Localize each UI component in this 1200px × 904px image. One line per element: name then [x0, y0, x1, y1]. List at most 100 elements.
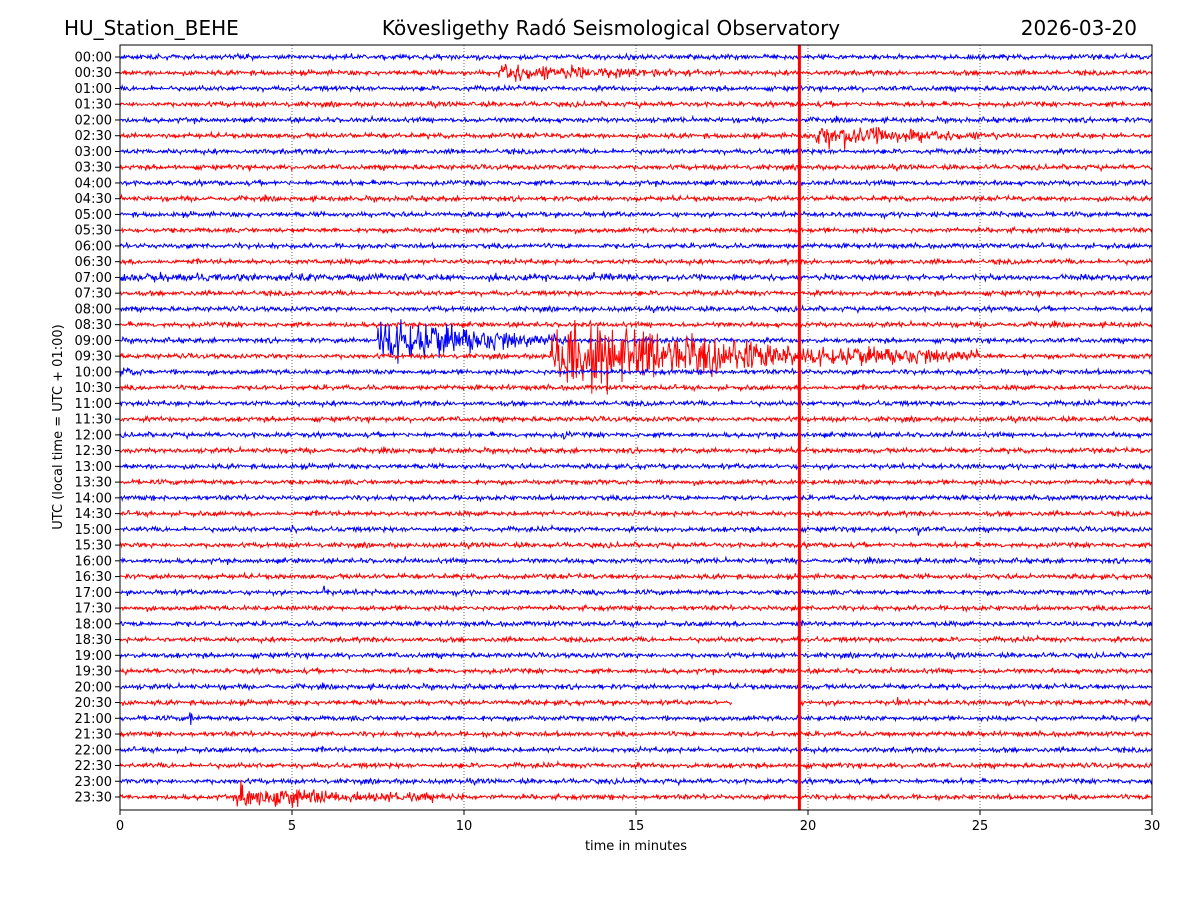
x-axis-label: time in minutes: [585, 839, 687, 854]
x-tick-label: 0: [116, 819, 124, 834]
row-label: 15:30: [75, 539, 112, 554]
trace-row-2200: [119, 745, 1153, 755]
trace-row-0130: [119, 99, 1153, 110]
row-label: 12:30: [75, 444, 112, 459]
date-label: 2026-03-20: [1021, 16, 1137, 40]
trace-row-0400: [119, 177, 1153, 188]
row-label: 10:30: [75, 381, 112, 396]
trace-row-0330: [119, 162, 1153, 173]
row-label: 19:00: [75, 649, 112, 664]
row-label: 15:00: [75, 523, 112, 538]
row-label: 12:00: [75, 428, 112, 443]
trace-row-2330: [119, 779, 1153, 808]
row-label: 06:00: [75, 239, 112, 254]
chart-title: Kövesligethy Radó Seismological Observat…: [382, 16, 840, 40]
row-label: 19:30: [75, 665, 112, 680]
trace-row-1330: [119, 477, 1153, 487]
trace-row-2230: [119, 759, 1153, 771]
row-label: 17:00: [75, 586, 112, 601]
trace-row-1230: [119, 445, 1153, 456]
row-label: 09:00: [75, 334, 112, 349]
row-label: 03:30: [75, 161, 112, 176]
row-label: 21:00: [75, 712, 112, 727]
row-label: 16:00: [75, 554, 112, 569]
row-label: 14:00: [75, 491, 112, 506]
trace-row-1000: [119, 366, 1153, 377]
row-label: 11:00: [75, 397, 112, 412]
trace-row-1300: [119, 461, 1153, 472]
row-label: 11:30: [75, 413, 112, 428]
trace-row-1200: [119, 429, 1153, 440]
trace-row-1630: [119, 571, 1153, 581]
row-label: 00:00: [75, 51, 112, 66]
trace-row-0430: [119, 193, 1153, 204]
row-label: 01:30: [75, 98, 112, 113]
row-label: 18:00: [75, 617, 112, 632]
trace-row-1730: [119, 603, 1153, 613]
trace-row-0730: [119, 288, 1153, 299]
trace-row-0000: [120, 52, 1153, 62]
trace-row-0230: [119, 127, 1153, 150]
x-tick-label: 5: [288, 819, 296, 834]
trace-row-0100: [119, 83, 1153, 94]
row-label: 02:00: [75, 113, 112, 128]
x-tick-label: 30: [1144, 819, 1161, 834]
plot-frame: [119, 44, 1153, 811]
trace-row-0930: [119, 319, 1153, 395]
trace-row-0530: [119, 225, 1153, 235]
row-labels: 00:0000:3001:0001:3002:0002:3003:0003:30…: [75, 51, 120, 806]
trace-row-0600: [119, 241, 1153, 251]
trace-row-1030: [119, 383, 1153, 393]
trace-row-0830: [119, 319, 1153, 330]
y-axis-label: UTC (local time = UTC + 01:00): [51, 324, 66, 529]
row-label: 09:30: [75, 350, 112, 365]
trace-row-2100: [119, 712, 1153, 726]
row-label: 07:00: [75, 271, 112, 286]
trace-row-1430: [120, 508, 1153, 519]
trace-row-2030: [799, 696, 1153, 708]
row-label: 17:30: [75, 602, 112, 617]
row-label: 05:00: [75, 208, 112, 223]
trace-row-1500: [119, 523, 1153, 536]
row-label: 13:30: [75, 476, 112, 491]
row-label: 00:30: [75, 66, 112, 81]
station-label: HU_Station_BEHE: [64, 16, 239, 40]
traces: [119, 52, 1153, 808]
trace-row-0800: [119, 304, 1153, 315]
trace-row-1530: [119, 540, 1153, 551]
trace-row-0630: [119, 256, 1153, 267]
row-label: 18:30: [75, 633, 112, 648]
trace-row-1400: [119, 493, 1153, 503]
row-label: 16:30: [75, 570, 112, 585]
row-label: 01:00: [75, 82, 112, 97]
row-label: 08:00: [75, 302, 112, 317]
row-label: 21:30: [75, 728, 112, 743]
row-label: 02:30: [75, 129, 112, 144]
trace-row-1800: [119, 618, 1153, 629]
row-label: 20:30: [75, 696, 112, 711]
trace-row-0500: [119, 209, 1153, 220]
row-label: 04:30: [75, 192, 112, 207]
row-label: 10:00: [75, 365, 112, 380]
x-tick-label: 15: [628, 819, 645, 834]
row-label: 22:30: [75, 759, 112, 774]
trace-row-1130: [119, 414, 1153, 425]
row-label: 23:30: [75, 791, 112, 806]
row-label: 23:00: [75, 775, 112, 790]
x-tick-label: 25: [972, 819, 989, 834]
row-label: 07:30: [75, 287, 112, 302]
trace-row-1830: [119, 633, 1153, 645]
row-label: 06:30: [75, 255, 112, 270]
trace-row-1930: [119, 665, 1153, 677]
row-label: 03:00: [75, 145, 112, 160]
trace-row-1100: [119, 397, 1153, 409]
row-label: 05:30: [75, 224, 112, 239]
trace-row-0700: [119, 271, 1153, 283]
trace-row-2300: [119, 776, 1153, 787]
trace-row-1600: [119, 555, 1153, 566]
trace-row-1900: [119, 650, 1153, 661]
row-label: 04:00: [75, 176, 112, 191]
grid-lines: [291, 45, 981, 810]
row-label: 20:00: [75, 680, 112, 695]
row-label: 22:00: [75, 743, 112, 758]
